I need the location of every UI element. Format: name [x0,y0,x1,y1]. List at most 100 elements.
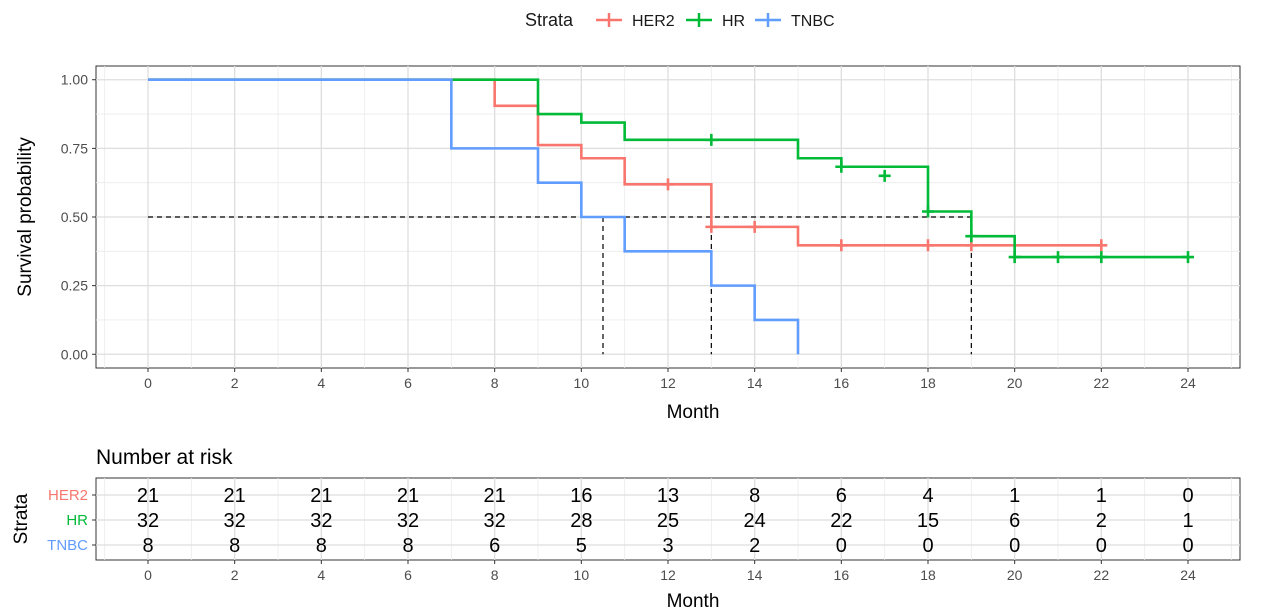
censor-mark [1008,251,1021,264]
risk-table-cells: 21 21 21 21 21 16 13 8 6 4 1 1 032 32 32 32 32 28 25 24 22 15… [137,485,1194,557]
censor-mark [1095,239,1108,252]
risk-cell: 0 [836,535,847,557]
legend-item-hr: HR [686,13,745,30]
survival-curve-tnbc [148,78,800,355]
legend-label: HER2 [632,13,675,30]
risk-table-y-axis-label: Strata [11,493,32,544]
risk-row-label-her2: HER2 [48,487,88,504]
survival-plot: 0.000.250.500.751.00 0 2 4 6 8 10 12 14 16 18 20 22… [15,65,1241,423]
censor-mark [705,133,718,146]
survival-curve-her2 [148,78,1102,247]
y-axis-ticks: 0.00 0.25 0.50 0.75 1.00 [61,72,96,362]
risk-cell: 16 [570,485,592,507]
risk-x-tick-label: 14 [747,567,763,583]
y-tick-label: 0.50 [61,209,88,225]
risk-x-tick-label: 22 [1094,567,1110,583]
x-tick-label: 4 [317,375,325,391]
risk-cell: 25 [657,510,679,532]
legend-item-tnbc: TNBC [755,13,835,30]
censor-mark [922,239,934,252]
risk-cell: 1 [1182,510,1193,532]
risk-x-tick-label: 18 [920,567,936,583]
risk-row-label-hr: HR [66,512,88,529]
risk-cell: 0 [1182,485,1193,507]
risk-cell: 21 [310,485,332,507]
censor-mark [835,239,848,252]
risk-table-grid [96,478,1240,560]
series-hr [148,78,1194,264]
risk-cell: 0 [1009,535,1020,557]
risk-cell: 21 [397,485,419,507]
x-tick-label: 24 [1180,375,1196,391]
risk-cell: 6 [836,485,847,507]
risk-cell: 1 [1009,485,1020,507]
risk-x-tick-label: 0 [144,567,152,583]
censor-mark [1095,251,1108,264]
series-tnbc [148,78,800,355]
x-tick-label: 6 [404,375,412,391]
risk-cell: 32 [137,510,159,532]
x-tick-label: 12 [660,375,676,391]
risk-cell: 2 [1096,510,1107,532]
risk-x-tick-label: 2 [231,567,239,583]
risk-x-tick-label: 10 [574,567,590,583]
risk-cell: 21 [224,485,246,507]
risk-cell: 8 [142,535,153,557]
x-tick-label: 14 [747,375,763,391]
risk-cell: 21 [137,485,159,507]
risk-table-x-ticks: 0 2 4 6 8 10 12 14 16 18 20 22 24 [144,560,1196,583]
legend-label: HR [722,13,745,30]
risk-cell: 8 [316,535,327,557]
risk-row-label-tnbc: TNBC [47,537,88,554]
x-tick-label: 10 [574,375,590,391]
risk-x-tick-label: 24 [1180,567,1196,583]
risk-x-tick-label: 12 [660,567,676,583]
risk-table-x-axis-label: Month [667,591,720,610]
risk-cell: 6 [1009,510,1020,532]
risk-cell: 32 [310,510,332,532]
legend-item-her2: HER2 [596,13,675,30]
risk-cell: 0 [1182,535,1193,557]
risk-cell: 13 [657,485,679,507]
censor-mark [1052,251,1064,264]
risk-x-tick-label: 6 [404,567,412,583]
risk-x-tick-label: 16 [834,567,850,583]
risk-table-row-labels: HER2 HR TNBC [47,487,96,554]
risk-cell: 22 [830,510,852,532]
legend-label: TNBC [791,13,835,30]
x-tick-label: 18 [920,375,936,391]
x-tick-label: 22 [1094,375,1110,391]
risk-x-tick-label: 4 [317,567,325,583]
risk-cell: 32 [224,510,246,532]
censor-mark [835,160,848,173]
risk-cell: 8 [229,535,240,557]
risk-cell: 21 [484,485,506,507]
censor-mark [878,169,891,182]
censor-mark [662,178,674,191]
risk-cell: 0 [922,535,933,557]
risk-cell: 0 [1096,535,1107,557]
risk-cell: 5 [576,535,587,557]
censor-mark [965,230,978,243]
risk-cell: 6 [489,535,500,557]
risk-cell: 1 [1096,485,1107,507]
survival-curves [148,78,1194,355]
x-tick-label: 2 [231,375,239,391]
censor-mark [1182,251,1194,264]
x-axis-label: Month [667,402,720,423]
risk-cell: 8 [402,535,413,557]
censor-mark [922,205,934,218]
x-axis-ticks: 0 2 4 6 8 10 12 14 16 18 20 22 24 [144,368,1196,391]
risk-x-tick-label: 8 [491,567,499,583]
y-tick-label: 0.00 [61,346,88,362]
risk-table-title: Number at risk [96,446,233,469]
risk-cell: 3 [662,535,673,557]
x-tick-label: 0 [144,375,152,391]
legend: Strata HER2 HR TNBC [525,10,835,30]
risk-cell: 4 [922,485,933,507]
risk-cell: 32 [397,510,419,532]
risk-cell: 8 [749,485,760,507]
legend-title: Strata [525,10,574,30]
y-axis-label: Survival probability [15,137,36,297]
